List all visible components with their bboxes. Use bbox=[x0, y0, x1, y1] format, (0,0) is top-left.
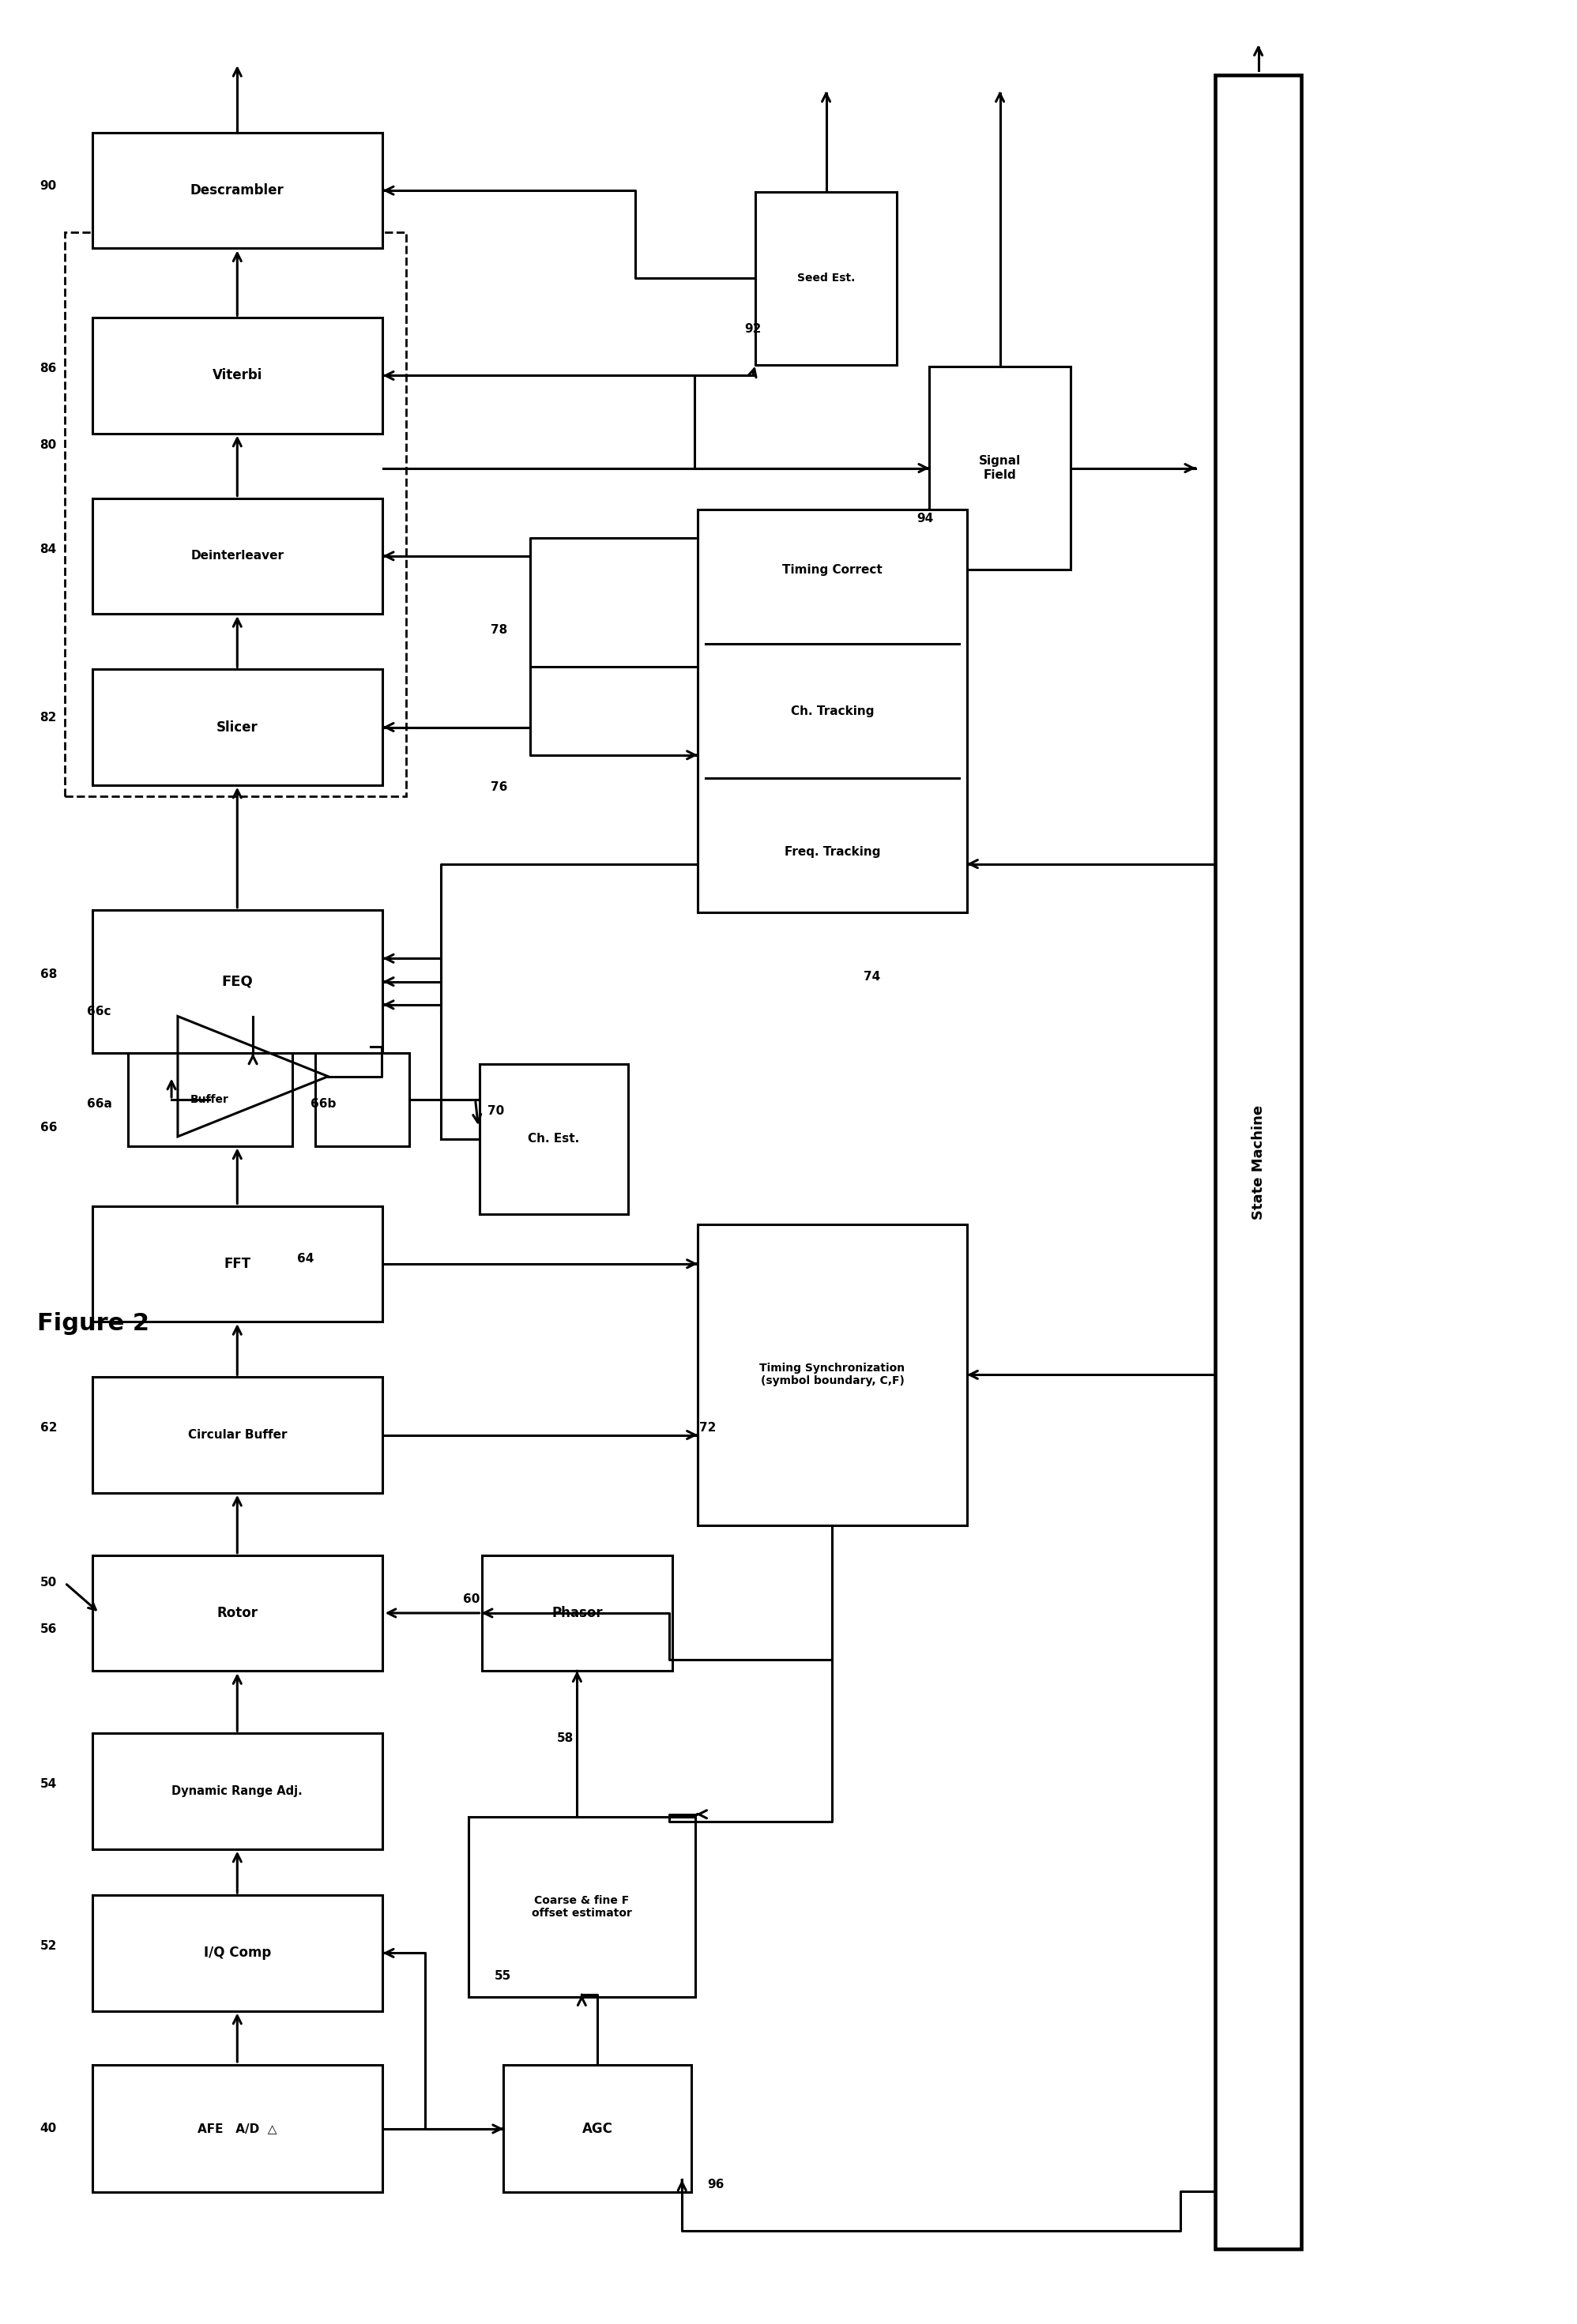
Text: Ch. Est.: Ch. Est. bbox=[528, 1132, 579, 1146]
Bar bbox=[315, 1053, 410, 1146]
Text: 72: 72 bbox=[699, 1422, 716, 1434]
Text: Slicer: Slicer bbox=[216, 720, 259, 734]
Bar bbox=[929, 367, 1071, 569]
Text: AFE   A/D  △: AFE A/D △ bbox=[197, 2122, 278, 2136]
Text: Dynamic Range Adj.: Dynamic Range Adj. bbox=[172, 1785, 303, 1796]
Bar bbox=[93, 1734, 382, 1850]
Text: 74: 74 bbox=[864, 971, 880, 983]
Text: 52: 52 bbox=[39, 1941, 57, 1952]
Bar bbox=[65, 232, 407, 797]
Bar bbox=[93, 497, 382, 614]
Bar bbox=[93, 132, 382, 249]
Text: Rotor: Rotor bbox=[216, 1606, 257, 1620]
Text: 40: 40 bbox=[39, 2122, 57, 2136]
Text: 94: 94 bbox=[916, 514, 934, 525]
Text: 56: 56 bbox=[39, 1622, 57, 1636]
Text: Coarse & fine F
offset estimator: Coarse & fine F offset estimator bbox=[531, 1894, 632, 1920]
Bar bbox=[93, 2066, 382, 2192]
Text: Descrambler: Descrambler bbox=[191, 184, 284, 198]
Text: 76: 76 bbox=[490, 781, 508, 792]
Text: 66b: 66b bbox=[311, 1099, 336, 1111]
Bar bbox=[468, 1817, 695, 1996]
Text: 84: 84 bbox=[39, 544, 57, 555]
Bar bbox=[1216, 74, 1301, 2250]
Bar bbox=[93, 318, 382, 432]
Text: AGC: AGC bbox=[582, 2122, 613, 2136]
Text: State Machine: State Machine bbox=[1251, 1104, 1265, 1220]
Text: 82: 82 bbox=[39, 711, 57, 723]
Bar bbox=[128, 1053, 292, 1146]
Bar bbox=[93, 911, 382, 1053]
Text: FFT: FFT bbox=[224, 1257, 251, 1271]
Text: Timing Correct: Timing Correct bbox=[782, 565, 883, 576]
Bar bbox=[697, 509, 967, 913]
Text: 58: 58 bbox=[557, 1731, 574, 1743]
Text: Deinterleaver: Deinterleaver bbox=[191, 551, 284, 562]
Text: I/Q Comp: I/Q Comp bbox=[203, 1945, 271, 1959]
Bar bbox=[697, 1225, 967, 1525]
Text: Buffer: Buffer bbox=[191, 1095, 229, 1106]
Text: Timing Synchronization
(symbol boundary, C,F): Timing Synchronization (symbol boundary,… bbox=[760, 1362, 905, 1387]
Bar bbox=[93, 1896, 382, 2010]
Text: 66a: 66a bbox=[87, 1099, 112, 1111]
Text: 62: 62 bbox=[39, 1422, 57, 1434]
Text: 50: 50 bbox=[39, 1578, 57, 1590]
Text: 86: 86 bbox=[39, 363, 57, 374]
Text: 60: 60 bbox=[462, 1594, 479, 1606]
Bar bbox=[479, 1064, 628, 1213]
Bar bbox=[93, 1378, 382, 1492]
Bar bbox=[481, 1555, 673, 1671]
Text: Viterbi: Viterbi bbox=[213, 370, 262, 383]
Text: Freq. Tracking: Freq. Tracking bbox=[784, 846, 880, 858]
Text: Ch. Tracking: Ch. Tracking bbox=[790, 704, 874, 716]
Text: 54: 54 bbox=[39, 1778, 57, 1789]
Text: FEQ: FEQ bbox=[221, 974, 252, 988]
Text: Signal
Field: Signal Field bbox=[979, 456, 1020, 481]
Text: 78: 78 bbox=[490, 625, 508, 637]
Text: Circular Buffer: Circular Buffer bbox=[188, 1429, 287, 1441]
Text: 68: 68 bbox=[39, 969, 57, 981]
Bar bbox=[503, 2066, 691, 2192]
Bar bbox=[755, 191, 897, 365]
Text: 66c: 66c bbox=[87, 1006, 110, 1018]
Text: 55: 55 bbox=[494, 1971, 511, 1982]
Bar bbox=[93, 1555, 382, 1671]
Text: 64: 64 bbox=[296, 1253, 314, 1264]
Text: 70: 70 bbox=[487, 1106, 505, 1118]
Text: 80: 80 bbox=[39, 439, 57, 451]
Text: 66: 66 bbox=[39, 1122, 57, 1134]
Text: 96: 96 bbox=[706, 2178, 724, 2189]
Text: 90: 90 bbox=[39, 179, 57, 193]
Bar bbox=[93, 669, 382, 786]
Bar bbox=[93, 1206, 382, 1322]
Text: Figure 2: Figure 2 bbox=[36, 1313, 148, 1336]
Text: 92: 92 bbox=[744, 323, 762, 335]
Text: Phasor: Phasor bbox=[552, 1606, 602, 1620]
Text: Seed Est.: Seed Est. bbox=[796, 272, 855, 284]
